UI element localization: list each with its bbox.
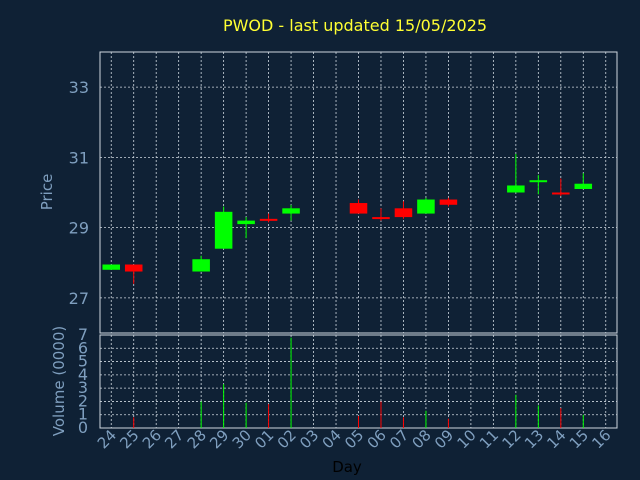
price-panel-frame (99, 51, 618, 334)
candle-body (124, 264, 143, 272)
volume-tick-label: 4 (78, 365, 88, 384)
volume-tick-label: 5 (78, 352, 88, 371)
candle-body (574, 183, 593, 189)
volume-axis-label: Volume (0000) (50, 326, 68, 436)
candle-body (102, 264, 121, 270)
candle-body (259, 218, 278, 221)
volume-tick-label: 2 (78, 391, 88, 410)
candle-body (439, 199, 458, 205)
volume-tick-label: 7 (78, 325, 88, 344)
price-tick-label: 31 (69, 148, 89, 167)
candle-body (214, 211, 233, 249)
candle-body (349, 203, 368, 214)
price-axis-label: Price (38, 174, 56, 211)
x-tick-label: 16 (588, 426, 614, 452)
candle-body (552, 192, 570, 195)
candle-body (507, 185, 525, 193)
volume-tick-label: 1 (78, 405, 88, 424)
candle-body (394, 208, 413, 218)
candle-body (192, 259, 210, 272)
price-tick-label: 33 (69, 78, 89, 97)
candle-body (417, 199, 435, 214)
price-panel: 27 29 31 33 (69, 51, 618, 334)
candle-body (372, 217, 390, 220)
volume-tick-label: 0 (78, 418, 88, 437)
volume-tick-label: 6 (78, 338, 88, 357)
candle-body (529, 180, 548, 183)
x-axis-label: Day (332, 458, 362, 476)
x-axis-ticks: 2425262728293001020304050607080910111213… (94, 426, 615, 452)
candle-body (237, 220, 255, 225)
volume-tick-label: 3 (78, 378, 88, 397)
chart-title: PWOD - last updated 15/05/2025 (223, 16, 487, 35)
price-tick-label: 27 (69, 289, 89, 308)
price-tick-label: 29 (69, 219, 89, 238)
candle-body (282, 208, 300, 214)
